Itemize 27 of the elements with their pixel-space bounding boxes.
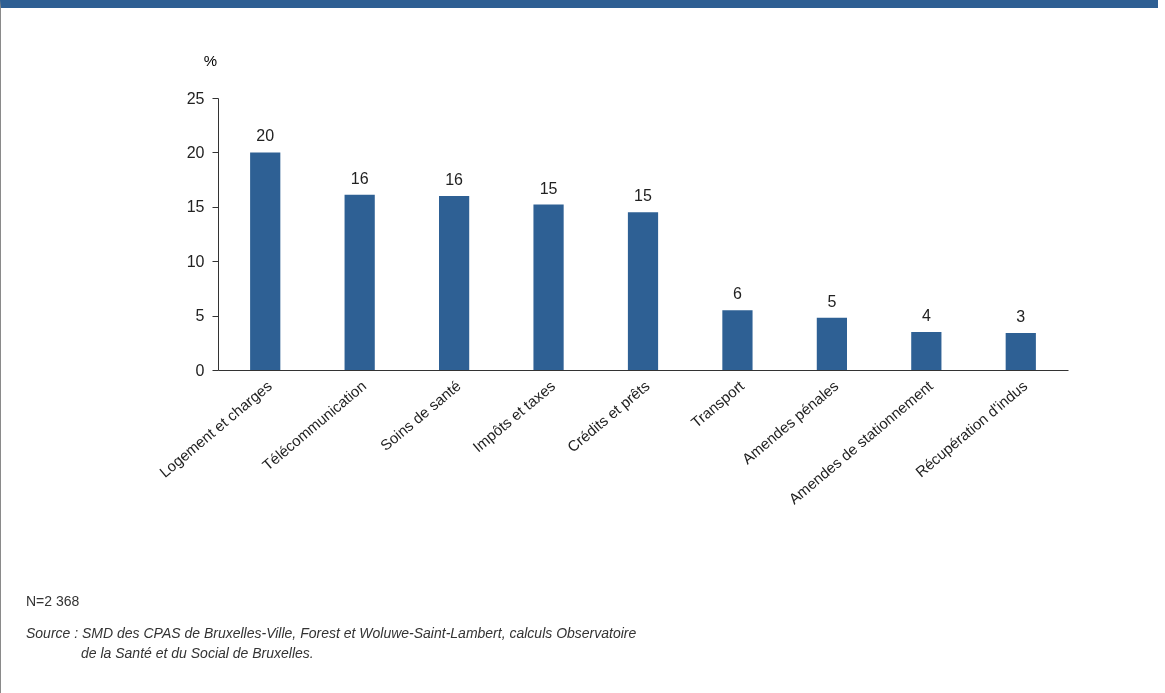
data-label: 16 [350, 169, 369, 187]
data-label: 4 [921, 306, 931, 324]
bar [911, 331, 942, 370]
y-tick-label: 25 [186, 89, 205, 107]
bar [627, 212, 659, 370]
bar [1005, 333, 1036, 370]
data-label: 15 [634, 187, 652, 205]
data-label: 6 [732, 285, 742, 303]
text: N=2 368 [26, 593, 81, 609]
data-label: 15 [539, 179, 558, 197]
y-tick-label: 20 [186, 143, 205, 161]
y-tick-label: 0 [195, 361, 205, 379]
source-note: Source : SMD des CPAS de Bruxelles-Ville, Forest et Woluwe-Saint-Lambert, calculs Observatoire de la Santé et du Social de Bruxelles. [26, 624, 638, 663]
bar [250, 152, 281, 370]
y-tick-label: 15 [186, 198, 205, 216]
y-tick-label: 5 [195, 307, 205, 325]
bar [439, 195, 470, 370]
bar [533, 204, 564, 370]
data-label: 3 [1016, 308, 1026, 326]
bar [816, 317, 847, 370]
y-tick-label: 10 [186, 252, 205, 270]
data-label: 5 [827, 292, 837, 310]
bar [344, 194, 375, 370]
data-label: 16 [445, 170, 464, 188]
bar [722, 310, 753, 370]
data-label: 20 [256, 127, 275, 145]
y-axis-title: % [203, 51, 218, 69]
